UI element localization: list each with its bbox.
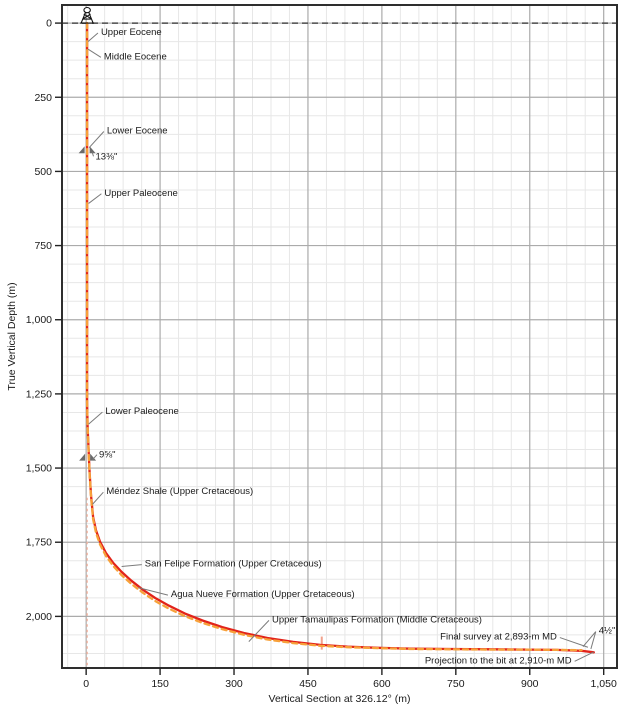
leader-line [88, 411, 103, 425]
x-tick-label: 150 [151, 678, 169, 690]
derrick [80, 6, 95, 24]
y-tick-label: 1,750 [26, 537, 52, 549]
annotation-label: Lower Paleocene [105, 406, 178, 417]
y-tick-label: 250 [34, 92, 52, 104]
axis-titles: Vertical Section at 326.12° (m) True Vert… [6, 282, 410, 705]
y-tick-label: 0 [46, 18, 52, 30]
annotation-label: Middle Eocene [104, 51, 167, 62]
derrick-crown-icon [83, 6, 91, 14]
y-tick-label: 1,250 [26, 388, 52, 400]
y-tick-label: 1,500 [26, 463, 52, 475]
plot-border [61, 4, 618, 669]
leader-line [574, 651, 595, 662]
axes: 0 150 300 450 600 750 900 1,050 0 250 500 750 1,000 1… [26, 4, 618, 690]
annotation-label: Upper Paleocene [104, 188, 177, 199]
y-tick-label: 500 [34, 166, 52, 178]
leader-line [87, 32, 99, 42]
leader-line [91, 152, 94, 157]
well-path-dashed [85, 21, 583, 652]
annotation-label: San Felipe Formation (Upper Cretaceous) [145, 559, 322, 570]
x-tick-label: 900 [521, 678, 539, 690]
annotation-label: Agua Nueve Formation (Upper Cretaceous) [171, 589, 355, 600]
x-tick-label: 1,050 [591, 678, 617, 690]
annotation-label: Upper Tamaulipas Formation (Middle Creta… [272, 614, 482, 625]
y-tick-label: 750 [34, 240, 52, 252]
annotation-label: 4½" [599, 626, 616, 637]
x-tick-label: 300 [225, 678, 243, 690]
y-tick-label: 2,000 [26, 611, 52, 623]
x-tick-label: 750 [447, 678, 465, 690]
leader-line [92, 491, 104, 505]
annotation-label: Upper Eocene [101, 27, 162, 38]
casing-size-label: 13⅜" [96, 151, 118, 162]
leader-line [92, 454, 98, 460]
annotation-label: Lower Eocene [107, 125, 168, 136]
leader-line [582, 631, 597, 647]
casing-shoe-icon [90, 453, 97, 461]
x-tick-label: 600 [373, 678, 391, 690]
grid-minor [62, 5, 617, 668]
derrick-icon [80, 11, 95, 24]
casing-size-label: 9⅝" [99, 450, 116, 461]
y-tick-label: 1,000 [26, 314, 52, 326]
annotation-label: Projection to the bit at 2,910-m MD [425, 655, 572, 666]
x-axis-title: Vertical Section at 326.12° (m) [269, 693, 411, 705]
annotation-label: Final survey at 2,893-m MD [440, 632, 557, 643]
annotations: Upper Eocene Middle Eocene Lower Eocene Upp… [87, 27, 616, 666]
annotation-label: Méndez Shale (Upper Cretaceous) [106, 486, 253, 497]
x-tick-label: 0 [83, 678, 89, 690]
casing-shoes: 13⅜" 9⅝" [78, 146, 118, 461]
leader-line [87, 48, 102, 58]
series [85, 21, 595, 654]
y-axis-title: True Vertical Depth (m) [6, 282, 18, 390]
casing-shoe-icon [89, 146, 96, 154]
leader-line [248, 620, 270, 642]
leader-line [88, 193, 102, 204]
leader-line [138, 587, 169, 596]
casing-shoe-icon [79, 453, 86, 461]
casing-shoe-icon [78, 146, 85, 154]
leader-line [590, 631, 597, 650]
leader-line [88, 131, 105, 149]
x-tick-label: 450 [299, 678, 317, 690]
leader-line [121, 564, 142, 568]
